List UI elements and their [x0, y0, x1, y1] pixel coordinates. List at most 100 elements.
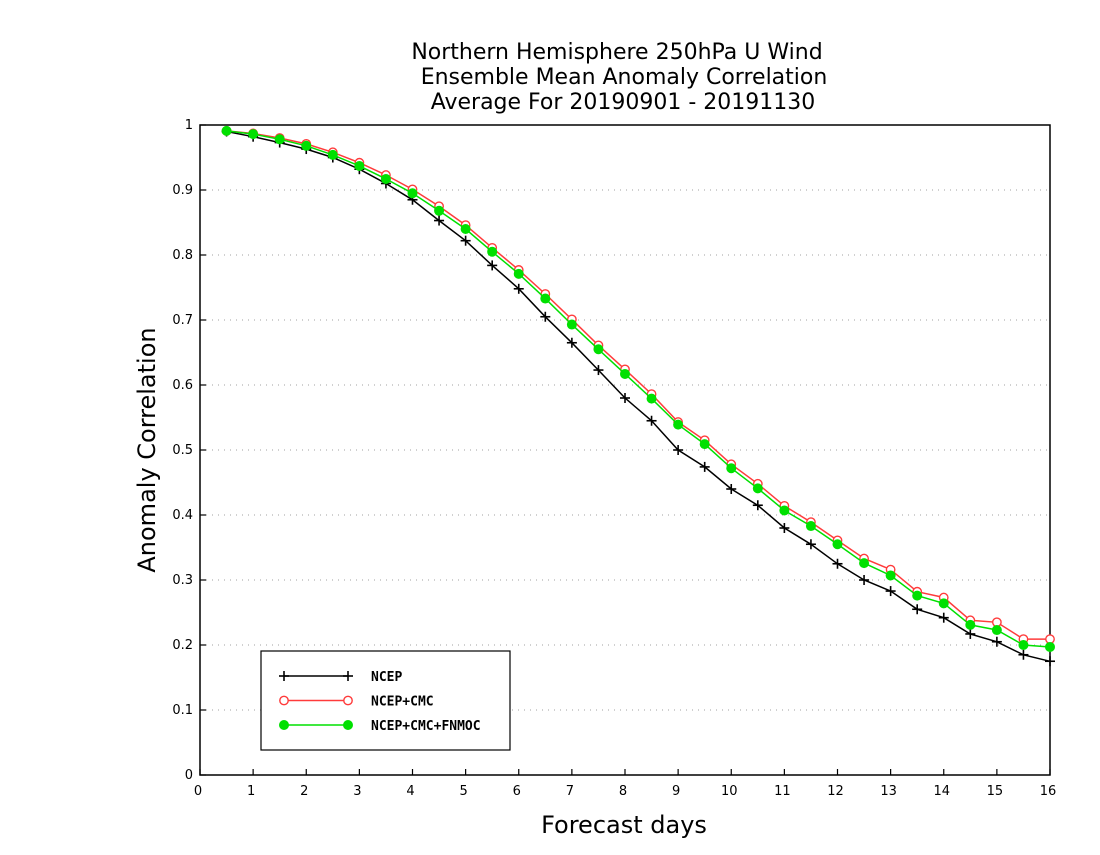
data-point — [301, 140, 312, 151]
x-tick-label: 1 — [247, 784, 255, 799]
legend-entry: NCEP+CMC — [279, 695, 434, 710]
data-point — [354, 160, 365, 171]
x-tick-label: 0 — [194, 784, 202, 799]
data-point — [832, 539, 843, 550]
grid-lines — [200, 189, 1050, 711]
y-tick-label: 0.2 — [172, 638, 193, 653]
data-point — [434, 215, 445, 226]
data-point — [248, 129, 259, 140]
data-point — [566, 319, 577, 330]
data-point — [885, 570, 896, 581]
title-line-2: Ensemble Mean Anomaly Correlation — [421, 65, 828, 90]
data-point — [991, 625, 1002, 636]
x-tick-label: 13 — [880, 784, 897, 799]
legend-label: NCEP+CMC+FNMOC — [371, 719, 481, 734]
data-point — [646, 415, 657, 426]
data-point — [726, 463, 737, 474]
data-point — [938, 612, 949, 623]
data-point — [540, 293, 551, 304]
data-point — [752, 500, 763, 511]
data-point — [779, 505, 790, 516]
data-point — [699, 461, 710, 472]
data-point — [620, 393, 630, 403]
data-point — [859, 558, 870, 569]
data-point — [620, 368, 630, 379]
x-tick-label: 16 — [1040, 784, 1057, 799]
x-tick-label: 3 — [353, 784, 361, 799]
y-tick-label: 0.3 — [172, 573, 193, 588]
data-point — [1045, 656, 1055, 667]
x-tick-label: 12 — [827, 784, 844, 799]
legend-label: NCEP+CMC — [371, 695, 434, 710]
y-tick-label: 0.8 — [172, 248, 193, 263]
data-point — [221, 125, 232, 136]
data-point — [1018, 649, 1029, 660]
title-line-1: Northern Hemisphere 250hPa U Wind — [411, 40, 822, 65]
title-line-3: Average For 20190901 - 20191130 — [431, 90, 816, 115]
y-tick-label: 0.4 — [172, 508, 193, 523]
x-tick-label: 14 — [933, 784, 950, 799]
data-point — [832, 558, 843, 569]
data-point — [912, 604, 923, 615]
series-line — [226, 130, 1051, 648]
series-line — [226, 130, 1051, 663]
data-point — [1018, 640, 1029, 650]
data-point — [673, 445, 684, 455]
y-tick-label: 0 — [185, 768, 193, 783]
data-point — [540, 311, 551, 322]
data-point — [673, 419, 684, 430]
data-point — [885, 586, 896, 597]
legend-label: NCEP — [371, 670, 402, 685]
legend-marker — [279, 695, 289, 706]
data-point — [513, 268, 524, 279]
data-point — [805, 521, 816, 532]
x-tick-label: 11 — [774, 784, 791, 799]
y-tick-label: 0.9 — [172, 183, 193, 198]
y-tick-label: 0.1 — [172, 703, 193, 718]
data-point — [487, 260, 498, 271]
y-tick-label: 0.7 — [172, 313, 193, 328]
legend-marker — [279, 720, 289, 730]
data-point — [274, 134, 285, 145]
x-axis-label: Forecast days — [541, 811, 707, 839]
y-tick-label: 0.6 — [172, 378, 193, 393]
data-point — [593, 365, 604, 376]
data-point — [726, 484, 737, 494]
data-point — [434, 205, 445, 216]
data-point — [460, 235, 471, 246]
y-axis-label: Anomaly Correlation — [133, 327, 161, 572]
legend-marker — [343, 720, 353, 730]
y-axis-ticks: 0 0.1 0.2 0.3 0.4 0.5 0.6 0.7 0.8 0.9 1 — [172, 118, 206, 783]
data-point — [938, 598, 949, 609]
data-point — [460, 224, 471, 234]
legend-marker — [343, 671, 353, 681]
legend: NCEP NCEP+CMC NCEP+CMC+FNMOC — [260, 650, 511, 751]
data-point — [912, 590, 923, 601]
legend-entry: NCEP+CMC+FNMOC — [279, 719, 481, 734]
data-point — [593, 344, 604, 355]
x-tick-label: 6 — [513, 784, 521, 799]
legend-entry: NCEP — [279, 670, 402, 685]
legend-box — [260, 650, 511, 751]
x-tick-label: 8 — [619, 784, 627, 799]
data-point — [407, 188, 418, 199]
x-tick-label: 9 — [672, 784, 680, 799]
x-axis-ticks: 0 1 2 3 4 5 6 7 8 9 10 11 12 13 14 15 16 — [194, 769, 1056, 799]
legend-marker — [343, 695, 353, 706]
x-tick-label: 2 — [300, 784, 308, 799]
data-series — [221, 125, 1055, 667]
data-point — [859, 575, 870, 585]
data-point — [991, 636, 1002, 647]
data-point — [513, 283, 524, 294]
series-ncep — [221, 126, 1055, 667]
x-tick-label: 15 — [987, 784, 1004, 799]
legend-marker — [279, 671, 289, 681]
data-point — [566, 337, 577, 348]
x-tick-label: 10 — [721, 784, 738, 799]
x-tick-label: 7 — [566, 784, 574, 799]
data-point — [327, 149, 338, 160]
data-point — [965, 628, 976, 639]
x-tick-label: 4 — [406, 784, 414, 799]
y-tick-label: 1 — [185, 118, 193, 133]
